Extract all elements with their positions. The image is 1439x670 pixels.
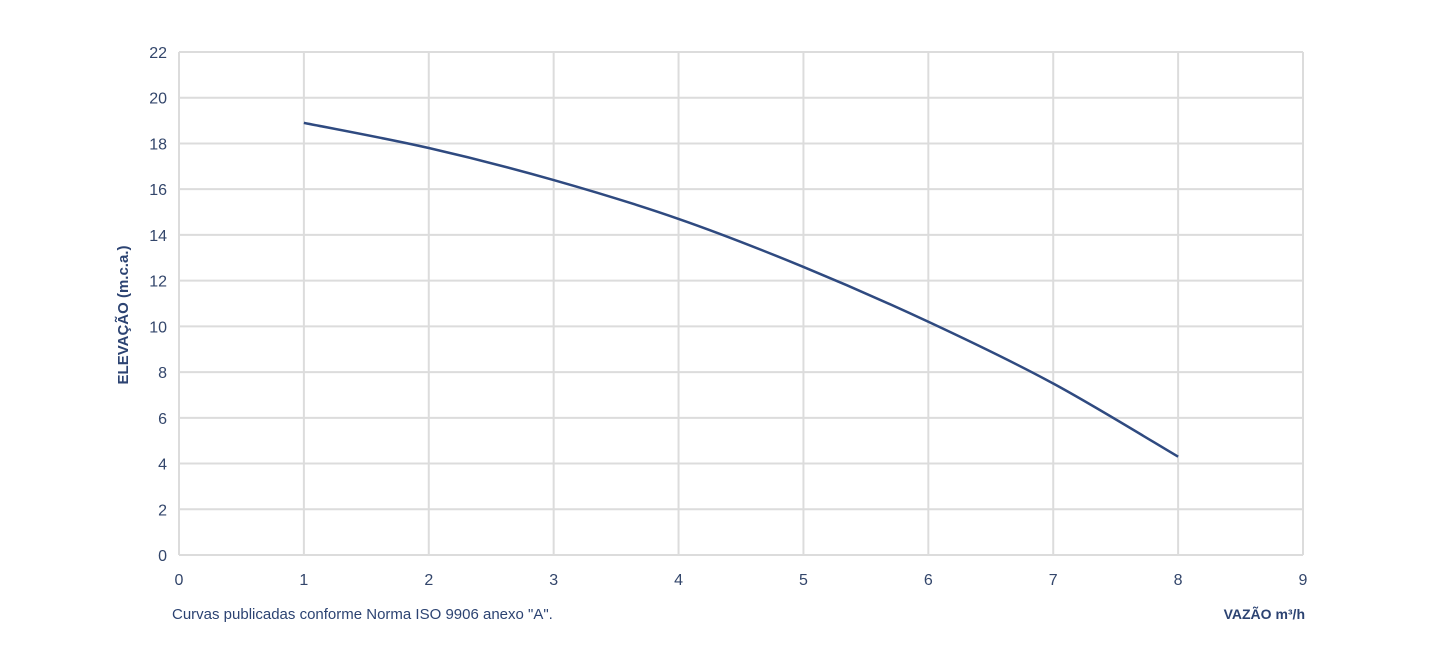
y-tick-label: 18	[149, 136, 167, 153]
x-axis-ticks: 0 1 2 3 4 5 6 7 8 9	[175, 572, 1308, 589]
y-tick-label: 0	[158, 548, 167, 565]
x-tick-label: 0	[175, 572, 184, 589]
x-tick-label: 3	[549, 572, 558, 589]
y-tick-label: 12	[149, 274, 167, 291]
y-tick-label: 4	[158, 457, 167, 474]
grid	[178, 51, 1304, 556]
y-tick-label: 22	[149, 45, 167, 62]
x-tick-label: 6	[924, 572, 933, 589]
y-tick-label: 10	[149, 319, 167, 336]
y-tick-label: 20	[149, 91, 167, 108]
x-tick-label: 1	[299, 572, 308, 589]
y-tick-label: 8	[158, 365, 167, 382]
y-axis-label: ELEVAÇÃO (m.c.a.)	[114, 246, 132, 385]
y-tick-label: 14	[149, 228, 167, 245]
series-line-curve	[303, 121, 1179, 458]
y-axis-ticks: 0 2 4 6 8 10 12 14 16 18 20 22	[149, 45, 167, 565]
x-tick-label: 7	[1049, 572, 1058, 589]
x-tick-label: 4	[674, 572, 683, 589]
footnote: Curvas publicadas conforme Norma ISO 990…	[172, 606, 553, 623]
y-tick-label: 16	[149, 182, 167, 199]
x-tick-label: 2	[424, 572, 433, 589]
x-tick-label: 8	[1174, 572, 1183, 589]
y-tick-label: 6	[158, 411, 167, 428]
x-tick-label: 5	[799, 572, 808, 589]
y-tick-label: 2	[158, 502, 167, 519]
x-axis-label: VAZÃO m³/h	[1224, 605, 1305, 622]
x-tick-label: 9	[1299, 572, 1308, 589]
